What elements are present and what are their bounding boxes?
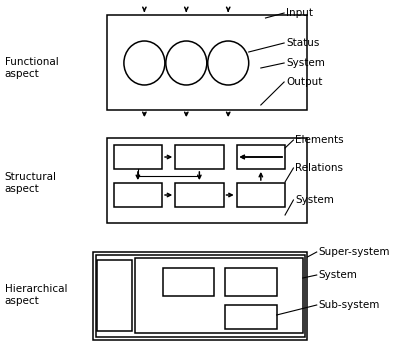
Text: Status: Status — [286, 38, 319, 48]
Text: Elements: Elements — [295, 135, 344, 145]
Bar — [93, 252, 307, 340]
Bar — [96, 255, 304, 337]
Text: Sub-system: Sub-system — [318, 300, 380, 310]
Text: System: System — [318, 270, 358, 280]
Bar — [114, 145, 162, 169]
Bar — [114, 183, 162, 207]
Bar — [175, 183, 223, 207]
Text: Functional
aspect: Functional aspect — [5, 57, 58, 79]
Text: System: System — [295, 195, 334, 205]
Text: Output: Output — [286, 77, 322, 87]
Text: System: System — [286, 58, 325, 68]
Bar — [97, 260, 132, 331]
Bar — [107, 15, 307, 110]
Text: Relations: Relations — [295, 163, 343, 173]
Bar — [237, 183, 285, 207]
Bar — [107, 138, 307, 223]
Bar — [135, 258, 303, 333]
Bar — [225, 305, 277, 329]
Text: Super-system: Super-system — [318, 247, 390, 257]
Bar — [175, 145, 223, 169]
Text: Input: Input — [286, 8, 313, 18]
Bar — [225, 268, 277, 296]
Text: Hierarchical
aspect: Hierarchical aspect — [5, 284, 67, 306]
Text: Structural
aspect: Structural aspect — [5, 172, 57, 194]
Bar — [237, 145, 285, 169]
Bar — [163, 268, 214, 296]
